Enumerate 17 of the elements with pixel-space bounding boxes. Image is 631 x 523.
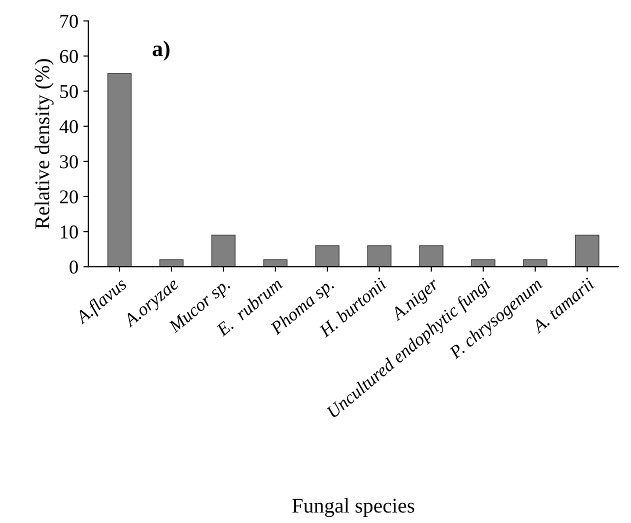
y-axis-title: Relative density (%)	[34, 59, 54, 229]
x-axis-title: Fungal species	[292, 498, 414, 518]
y-tick-label: 60	[60, 50, 78, 63]
bar	[575, 234, 600, 267]
y-tick-label: 40	[60, 120, 78, 134]
bar	[107, 73, 132, 267]
y-tick-label: 30	[60, 155, 78, 168]
y-tick-label: 70	[60, 14, 78, 28]
bar	[315, 245, 340, 267]
bar	[211, 234, 236, 267]
y-tick-label: 20	[60, 190, 78, 204]
bar	[367, 245, 392, 267]
y-tick-label: 0	[70, 260, 78, 274]
annotation: a)	[152, 40, 170, 61]
y-tick-label: 50	[60, 84, 78, 98]
y-tick-label: 10	[60, 225, 78, 239]
bar	[419, 245, 444, 267]
